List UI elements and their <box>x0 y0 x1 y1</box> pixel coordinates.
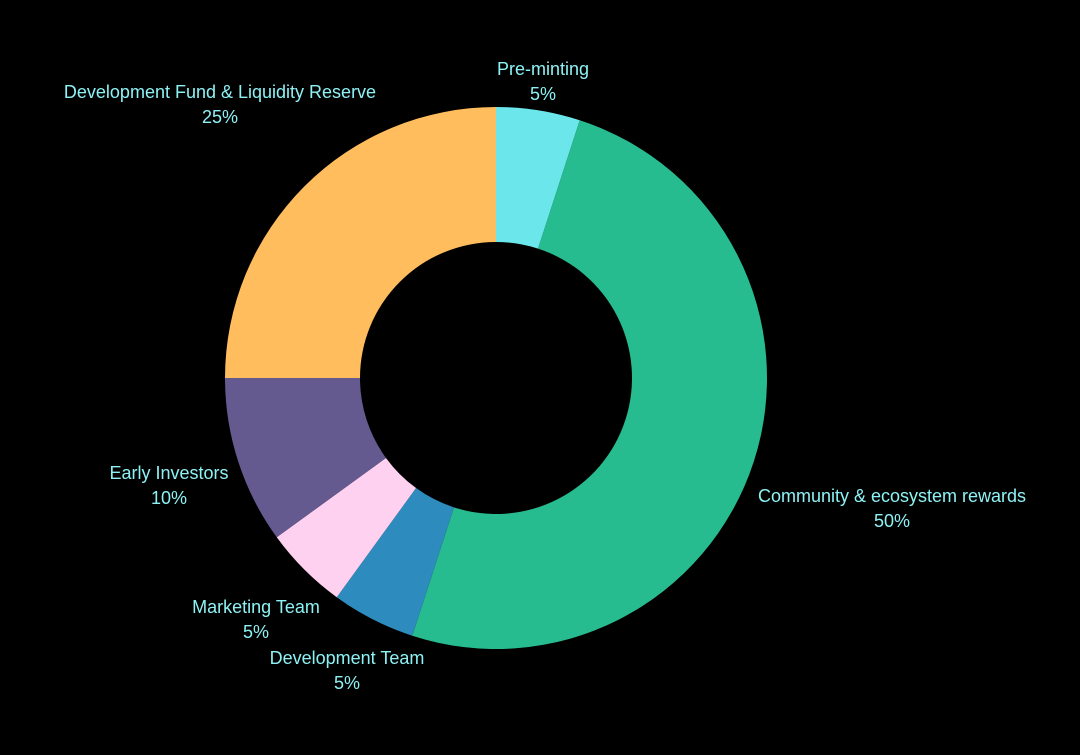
slice-value-label-2: 5% <box>334 673 360 693</box>
donut-slice-1[interactable] <box>412 120 767 650</box>
donut-slice-2[interactable] <box>336 488 454 636</box>
slice-value-label-5: 25% <box>202 107 238 127</box>
slice-label-3: Marketing Team <box>192 597 320 617</box>
slice-label-4: Early Investors <box>109 463 228 483</box>
slices-layer <box>225 107 767 650</box>
donut-slice-3[interactable] <box>276 457 417 598</box>
slice-label-1: Community & ecosystem rewards <box>758 486 1026 506</box>
donut-slice-0[interactable] <box>496 107 580 249</box>
slice-label-0: Pre-minting <box>497 59 589 79</box>
slice-value-label-3: 5% <box>243 622 269 642</box>
slice-label-2: Development Team <box>270 648 425 668</box>
donut-slice-5[interactable] <box>225 107 496 378</box>
slice-value-label-0: 5% <box>530 84 556 104</box>
labels-layer: Pre-minting 5% Community & ecosystem rewar… <box>64 59 1026 693</box>
slice-label-5: Development Fund & Liquidity Reserve <box>64 82 376 102</box>
slice-value-label-1: 50% <box>874 511 910 531</box>
donut-slice-4[interactable] <box>225 378 386 538</box>
slice-value-label-4: 10% <box>151 488 187 508</box>
